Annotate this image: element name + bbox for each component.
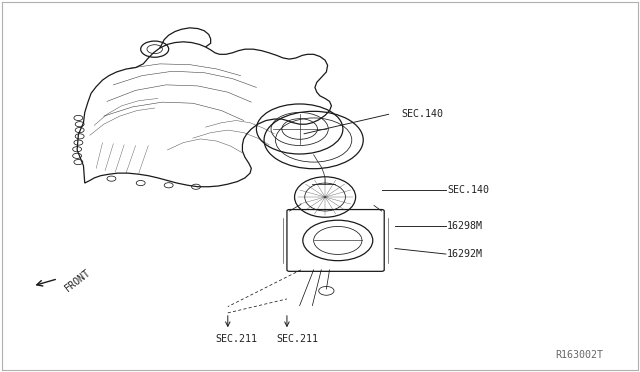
Text: SEC.211: SEC.211 — [276, 334, 319, 344]
Text: FRONT: FRONT — [63, 267, 93, 294]
Text: R163002T: R163002T — [556, 350, 604, 360]
Text: SEC.140: SEC.140 — [401, 109, 444, 119]
Text: SEC.140: SEC.140 — [447, 185, 489, 195]
Text: 16298M: 16298M — [447, 221, 483, 231]
Text: 16292M: 16292M — [447, 249, 483, 259]
Text: SEC.211: SEC.211 — [215, 334, 257, 344]
